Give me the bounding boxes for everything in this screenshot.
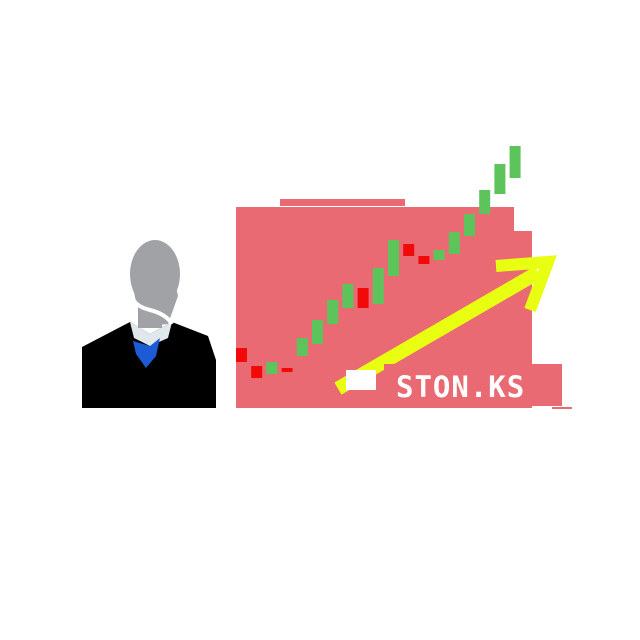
candle-down — [236, 348, 247, 362]
candle-up — [372, 268, 384, 304]
candle-up — [509, 146, 521, 178]
head-chin — [130, 272, 178, 326]
arrow-shaft — [334, 266, 542, 395]
candle-down — [281, 368, 293, 372]
suit-body — [82, 322, 216, 408]
candle-down — [403, 244, 415, 256]
candle-up — [464, 214, 475, 236]
trend-arrow — [334, 255, 557, 395]
candle-up — [388, 240, 399, 276]
candle-up — [342, 284, 354, 308]
caption-background — [384, 364, 562, 406]
candle-up — [266, 362, 278, 374]
candle-up — [479, 190, 491, 214]
chart-right-strip — [514, 207, 534, 231]
candle-up — [327, 300, 339, 324]
candle-up — [448, 232, 460, 254]
candlestick-series — [236, 146, 521, 378]
caption-left-tab — [346, 370, 376, 390]
chart-top-strip — [280, 199, 405, 206]
necktie — [133, 338, 160, 368]
candle-down — [418, 256, 430, 264]
candle-down — [251, 366, 263, 378]
candle-up — [433, 250, 445, 260]
candle-up — [312, 320, 323, 344]
candle-down — [357, 288, 369, 308]
businessman-figure — [82, 240, 216, 408]
candle-up — [494, 164, 506, 194]
caption-text: STON.KS — [396, 370, 525, 404]
caption-box: STON.KS — [346, 364, 572, 409]
arrow-head — [495, 255, 557, 313]
candle-up — [296, 338, 308, 356]
face-outline — [130, 295, 174, 326]
